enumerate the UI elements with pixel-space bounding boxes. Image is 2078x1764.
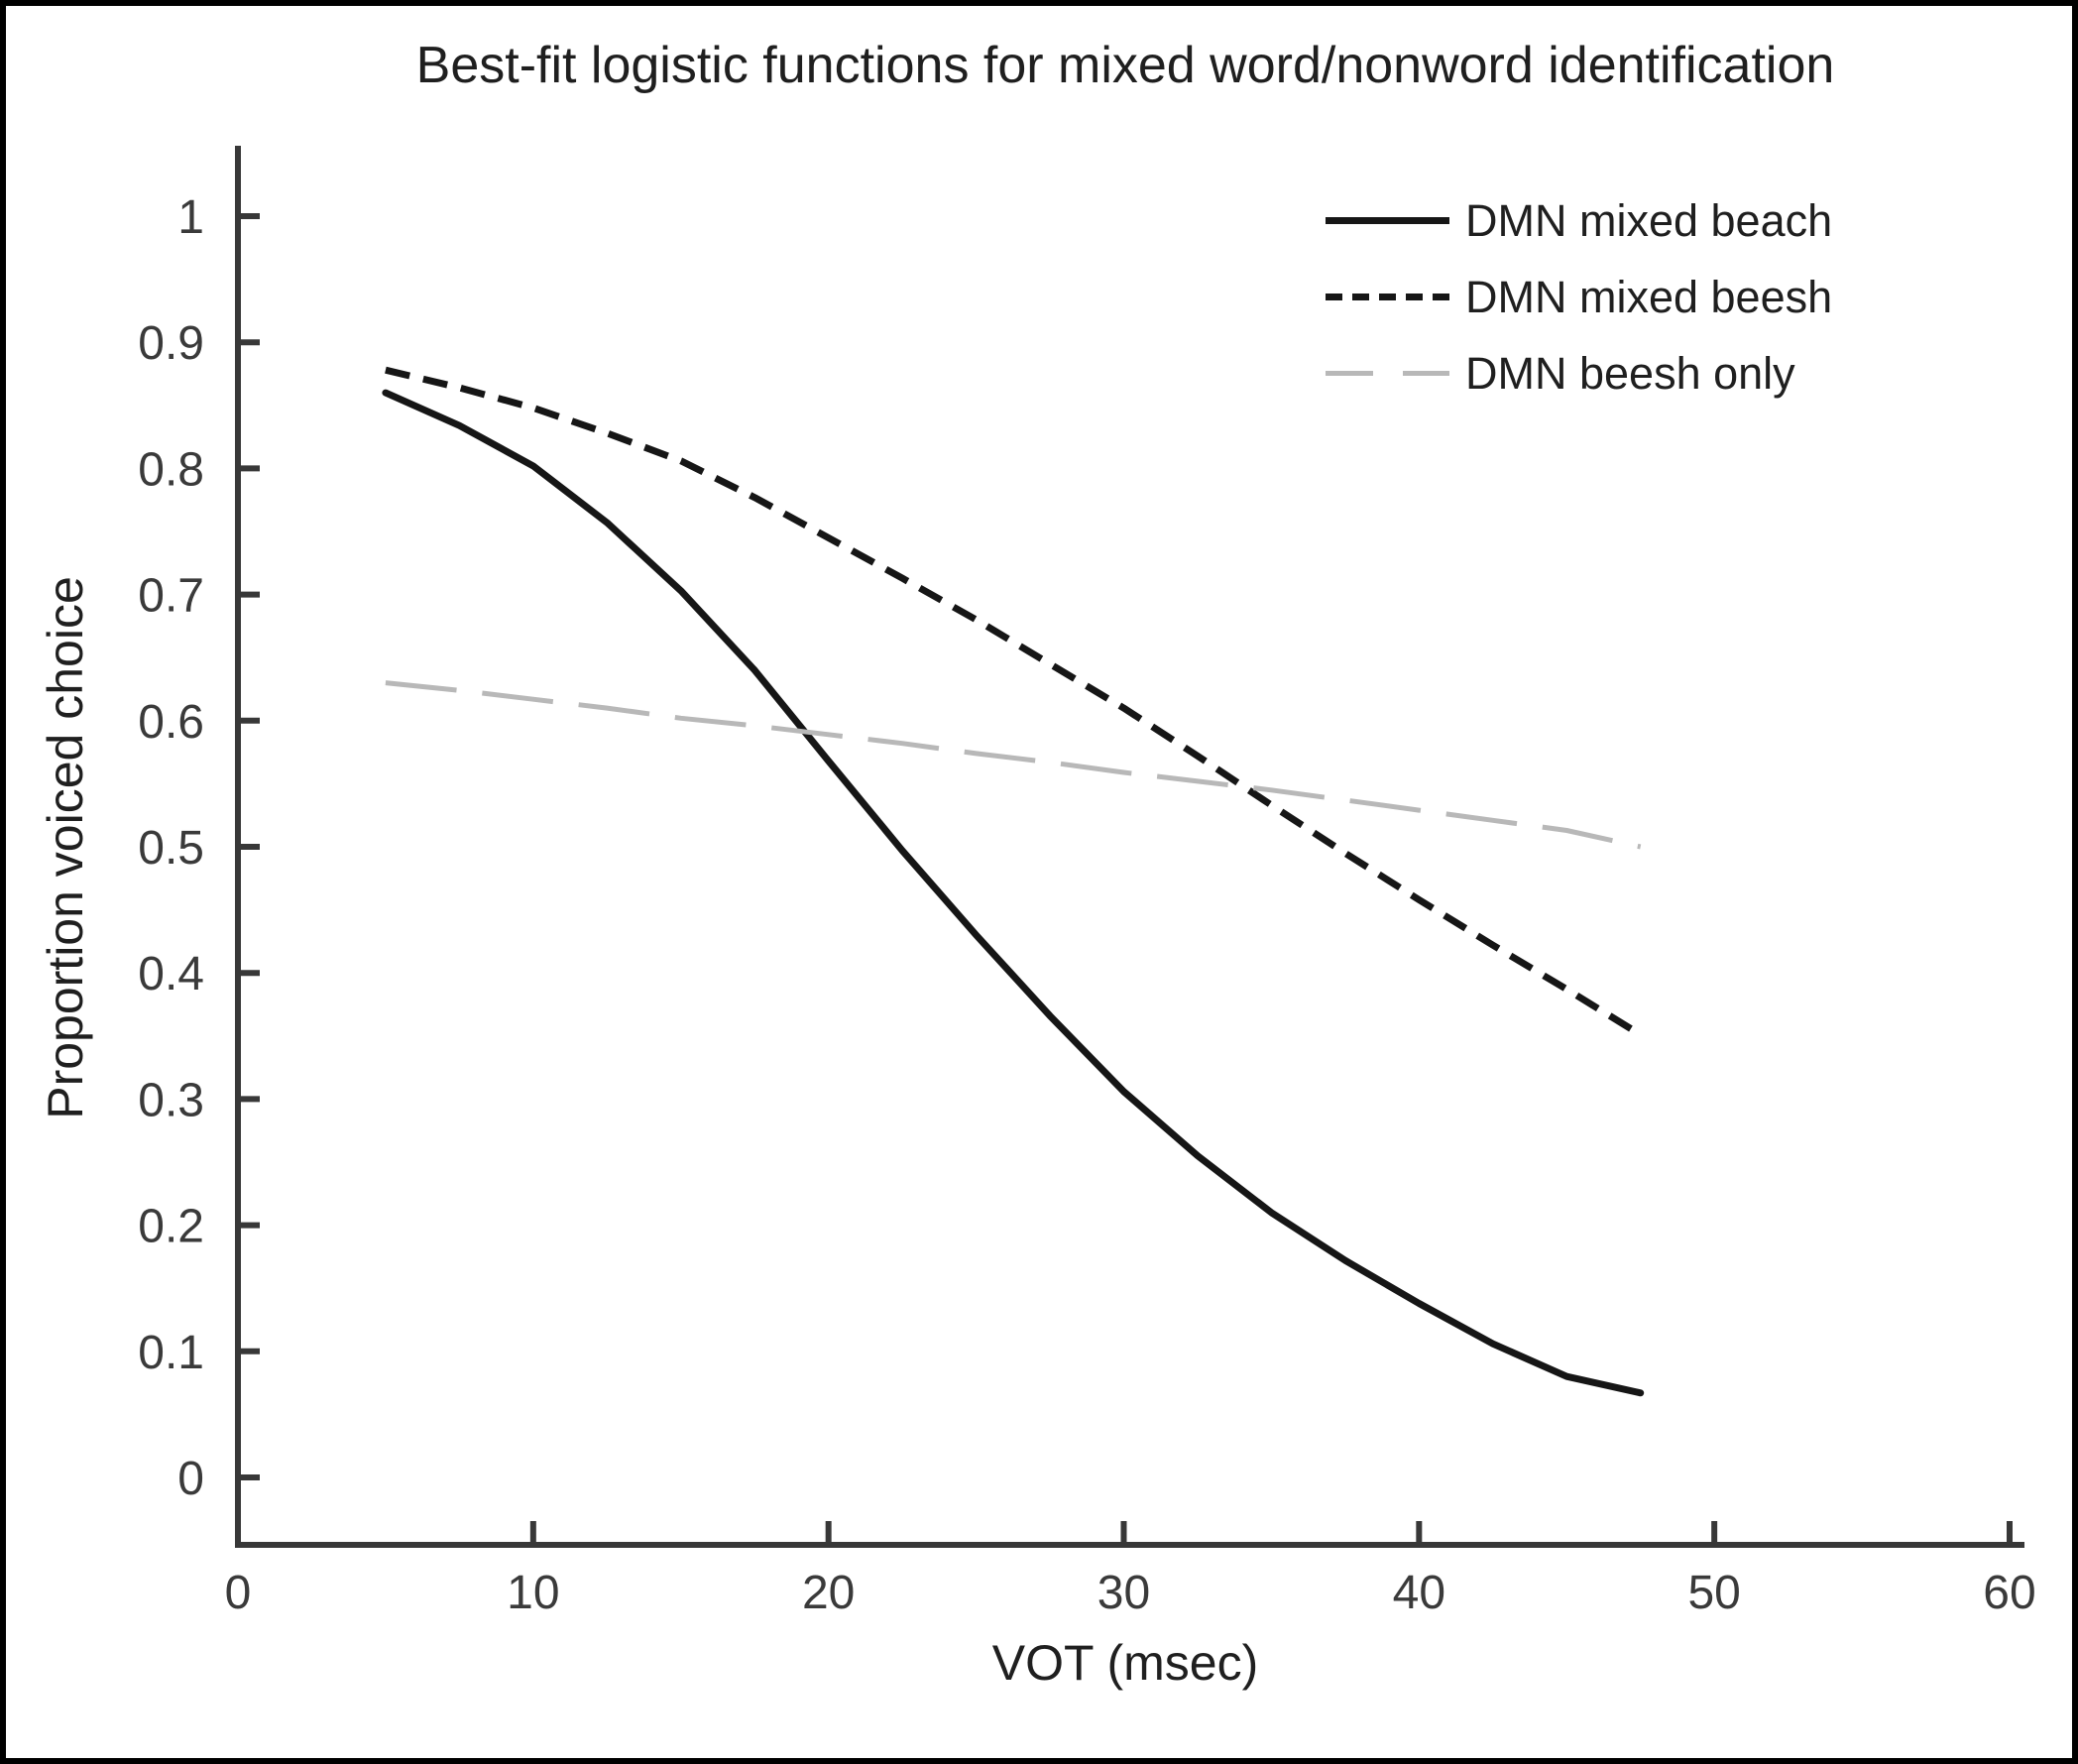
y-axis-label: Proportion voiced choice	[38, 576, 93, 1119]
x-tick-label: 60	[1983, 1567, 2035, 1619]
y-tick-label: 0.9	[138, 317, 204, 370]
y-tick-label: 0.1	[138, 1327, 204, 1379]
y-tick-label: 0.8	[138, 443, 204, 496]
legend-line-swatch	[1326, 217, 1449, 224]
legend-label: DMN beesh only	[1465, 347, 1795, 399]
x-tick-label: 30	[1097, 1567, 1150, 1619]
legend-label: DMN mixed beach	[1465, 194, 1833, 246]
x-tick-label: 0	[225, 1567, 252, 1619]
y-tick-label: 0.3	[138, 1074, 204, 1126]
legend-item-2: DMN mixed beesh	[1326, 259, 1832, 335]
legend-line-swatch	[1326, 371, 1449, 376]
series-line-1	[382, 389, 1645, 1397]
y-tick-label: 0.2	[138, 1201, 204, 1253]
y-tick-label: 0.6	[138, 696, 204, 749]
series-line-2	[385, 366, 1643, 1038]
x-tick-label: 20	[802, 1567, 855, 1619]
x-tick-label: 10	[507, 1567, 559, 1619]
y-tick-label: 0.4	[138, 948, 204, 1000]
y-tick-label: 0.5	[138, 822, 204, 875]
legend-line-swatch	[1326, 294, 1449, 300]
y-tick-label: 1	[177, 191, 204, 244]
legend-item-3: DMN beesh only	[1326, 335, 1832, 412]
legend-label: DMN mixed beesh	[1465, 271, 1833, 322]
x-axis-label: VOT (msec)	[991, 1635, 1259, 1691]
legend: DMN mixed beach DMN mixed beesh DMN beesh …	[1326, 182, 1832, 412]
series-line-3	[385, 680, 1642, 850]
chart-title: Best-fit logistic functions for mixed wo…	[415, 37, 1835, 94]
y-tick-label: 0.7	[138, 570, 204, 623]
x-tick-label: 50	[1687, 1567, 1740, 1619]
y-tick-label: 0	[177, 1453, 204, 1505]
x-tick-label: 40	[1393, 1567, 1445, 1619]
legend-item-1: DMN mixed beach	[1326, 182, 1832, 259]
